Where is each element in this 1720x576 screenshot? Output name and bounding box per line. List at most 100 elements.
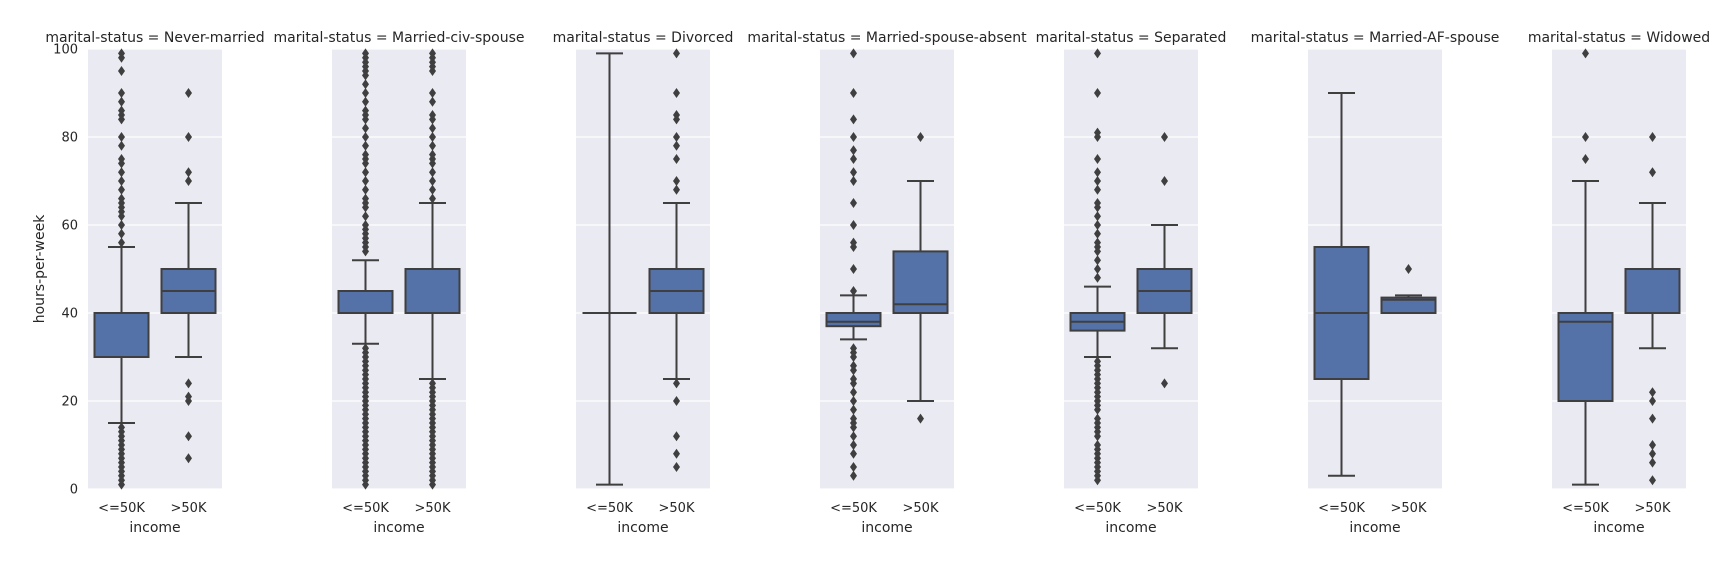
outlier-point	[118, 66, 125, 76]
outlier-point	[673, 378, 680, 389]
outlier-point	[429, 167, 436, 178]
outlier-point	[850, 132, 857, 142]
outlier-point	[362, 105, 369, 116]
outlier-point	[362, 193, 369, 204]
outlier-point	[1649, 396, 1656, 406]
facet-panel: marital-status = Married-AF-spouse income…	[1251, 30, 1500, 536]
outlier-point	[185, 431, 192, 442]
outlier-point	[429, 193, 436, 204]
x-tick-label: <=50K	[1318, 501, 1365, 516]
facet-panel: marital-status = Never-married income <=50…	[45, 30, 264, 536]
facet-panel: marital-status = Married-civ-spouse incom…	[274, 30, 525, 536]
outlier-point	[429, 88, 436, 98]
outlier-point	[185, 378, 192, 389]
iqr-box	[404, 268, 461, 314]
boxplot-high-income: >50K	[892, 132, 949, 516]
outlier-point	[850, 431, 857, 442]
outlier-point	[850, 413, 857, 424]
y-tick-label: 60	[61, 219, 78, 234]
outlier-point	[1582, 132, 1589, 142]
outlier-point	[850, 343, 857, 354]
outlier-point	[1094, 88, 1101, 98]
outlier-point	[850, 167, 857, 178]
x-axis-label: income	[1593, 520, 1644, 536]
x-tick-label: >50K	[415, 501, 451, 516]
boxplot-low-income: <=50K	[582, 52, 637, 516]
outlier-point	[185, 88, 192, 98]
outlier-point	[673, 154, 680, 164]
outlier-point	[1094, 167, 1101, 178]
outlier-point	[673, 48, 680, 59]
outlier-point	[1649, 475, 1656, 486]
outlier-point	[850, 360, 857, 371]
facet-title: marital-status = Divorced	[553, 30, 734, 46]
outlier-point	[1649, 440, 1656, 450]
iqr-box	[337, 290, 394, 314]
outlier-point	[850, 470, 857, 481]
outlier-point	[917, 413, 924, 424]
outlier-point	[850, 198, 857, 208]
facet-panel: marital-status = Separated income <=50K >50…	[1036, 30, 1227, 536]
outlier-point	[118, 96, 125, 107]
outlier-point	[118, 228, 125, 239]
outlier-point	[362, 79, 369, 90]
outlier-point	[185, 167, 192, 178]
y-tick-label: 0	[70, 483, 78, 498]
outlier-point	[850, 286, 857, 296]
outlier-point	[850, 88, 857, 98]
outlier-point	[362, 88, 369, 98]
outlier-point	[673, 88, 680, 98]
outlier-point	[850, 145, 857, 156]
outlier-point	[429, 123, 436, 134]
x-tick-label: <=50K	[586, 501, 633, 516]
facet-title: marital-status = Widowed	[1528, 30, 1710, 46]
outlier-point	[850, 176, 857, 186]
x-axis-label: income	[617, 520, 668, 536]
outlier-point	[1094, 413, 1101, 424]
x-tick-label: <=50K	[830, 501, 877, 516]
iqr-box	[825, 312, 882, 328]
outlier-point	[673, 462, 680, 472]
outlier-point	[185, 391, 192, 402]
outlier-point	[118, 184, 125, 195]
boxplot-low-income: <=50K	[825, 48, 882, 516]
outlier-point	[673, 140, 680, 151]
facet-panel: marital-status = Married-spouse-absent in…	[747, 30, 1027, 536]
outlier-point	[362, 140, 369, 151]
outlier-point	[1094, 127, 1101, 138]
facet-title: marital-status = Married-AF-spouse	[1251, 30, 1500, 46]
outlier-point	[1649, 387, 1656, 398]
outlier-point	[118, 88, 125, 98]
outlier-point	[429, 176, 436, 186]
x-tick-label: >50K	[659, 501, 695, 516]
x-axis-label: income	[129, 520, 180, 536]
boxplot-low-income: <=50K	[337, 48, 394, 516]
boxplot-high-income: >50K	[648, 48, 705, 516]
outlier-point	[185, 176, 192, 186]
outlier-point	[673, 431, 680, 442]
outlier-point	[1094, 211, 1101, 222]
outlier-point	[1649, 448, 1656, 459]
x-tick-label: >50K	[1635, 501, 1671, 516]
outlier-point	[362, 184, 369, 195]
iqr-box	[1624, 268, 1681, 314]
boxplot-high-income: >50K	[404, 48, 461, 516]
outlier-point	[362, 211, 369, 222]
outlier-point	[118, 176, 125, 186]
outlier-point	[673, 110, 680, 120]
outlier-point	[850, 114, 857, 125]
y-tick-label: 20	[61, 395, 78, 410]
outlier-point	[1582, 154, 1589, 164]
outlier-point	[362, 132, 369, 142]
x-tick-label: <=50K	[342, 501, 389, 516]
outlier-point	[362, 123, 369, 134]
outlier-point	[362, 176, 369, 186]
y-axis-label: hours-per-week	[32, 214, 48, 324]
x-tick-label: >50K	[171, 501, 207, 516]
outlier-point	[118, 237, 125, 248]
outlier-point	[850, 396, 857, 406]
facet-panel: marital-status = Divorced income <=50K >50K	[553, 30, 734, 536]
outlier-point	[362, 48, 369, 59]
outlier-point	[118, 48, 125, 59]
